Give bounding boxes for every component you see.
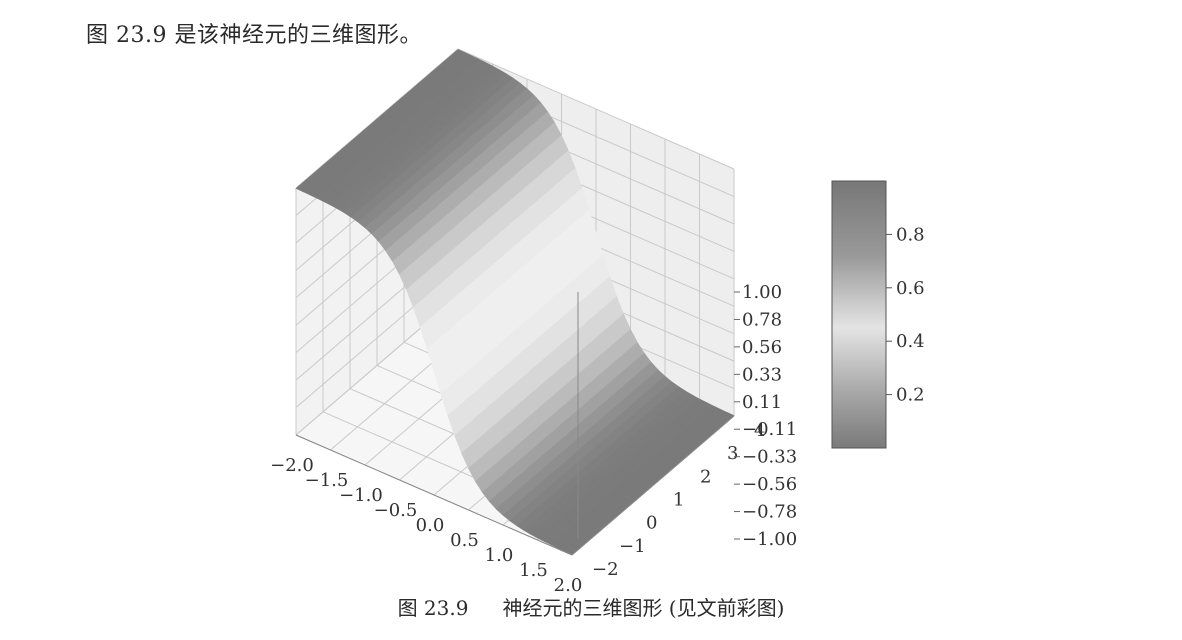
caption-text: 神经元的三维图形 (见文前彩图) <box>502 596 785 620</box>
surface-mesh <box>295 49 735 555</box>
z-tick-label: 1.00 <box>742 282 782 303</box>
x-tick-label: −2.0 <box>270 455 314 476</box>
x-tick-label: 0.5 <box>450 530 479 551</box>
y-tick-label: 2 <box>700 466 711 487</box>
z-tick-label: −1.00 <box>742 529 797 550</box>
z-tick-label: −0.11 <box>742 419 797 440</box>
y-tick-label: 3 <box>727 443 738 464</box>
x-axis-line <box>295 434 573 556</box>
colorbar-gradient <box>831 180 887 449</box>
z-tick-label: 0.33 <box>742 364 782 385</box>
x-tick-label: 0.0 <box>416 515 445 536</box>
x-tick-label: −1.5 <box>305 470 349 491</box>
z-tick-label: 0.56 <box>742 337 782 358</box>
y-tick-label: 4 <box>754 420 765 441</box>
z-tick-label: 0.11 <box>742 392 782 413</box>
y-tick-label: 0 <box>646 513 657 534</box>
colorbar-tick-label: 0.4 <box>896 331 925 352</box>
y-axis-line <box>571 415 735 556</box>
y-tick-label: −2 <box>592 559 619 580</box>
z-tick-labels: 1.00 0.78 0.56 0.33 0.11 −0.11 −0.33 −0.56 −0.78… <box>734 282 797 550</box>
x-tick-label: 1.5 <box>519 560 548 581</box>
caption-number: 图 23.9 <box>397 596 469 620</box>
y-tick-label: 1 <box>673 490 684 511</box>
y-tick-label: −1 <box>619 536 646 557</box>
z-tick-label: −0.33 <box>742 447 797 468</box>
colorbar: 0.8 0.6 0.4 0.2 <box>831 180 925 449</box>
x-tick-label: 2.0 <box>554 575 583 596</box>
x-tick-labels: −2.0−1.5−1.0−0.50.00.5 1.01.5 2.0 <box>270 455 582 596</box>
x-tick-label: 1.0 <box>485 545 514 566</box>
z-tick-label: −0.78 <box>742 502 797 523</box>
z-tick-label: 0.78 <box>742 309 782 330</box>
x-tick-label: −1.0 <box>339 485 383 506</box>
x-tick-label: −0.5 <box>374 500 418 521</box>
z-tick-label: −0.56 <box>742 474 797 495</box>
intro-text: 图 23.9 是该神经元的三维图形。 <box>86 23 422 48</box>
colorbar-tick-label: 0.2 <box>896 385 925 406</box>
colorbar-tick-label: 0.8 <box>896 224 925 245</box>
figure-caption: 图 23.9 神经元的三维图形 (见文前彩图) <box>0 592 1182 621</box>
colorbar-tick-label: 0.6 <box>896 278 925 299</box>
colorbar-ticks: 0.8 0.6 0.4 0.2 <box>886 224 925 406</box>
back-grid-z <box>457 48 735 170</box>
axis-edges <box>295 292 735 556</box>
